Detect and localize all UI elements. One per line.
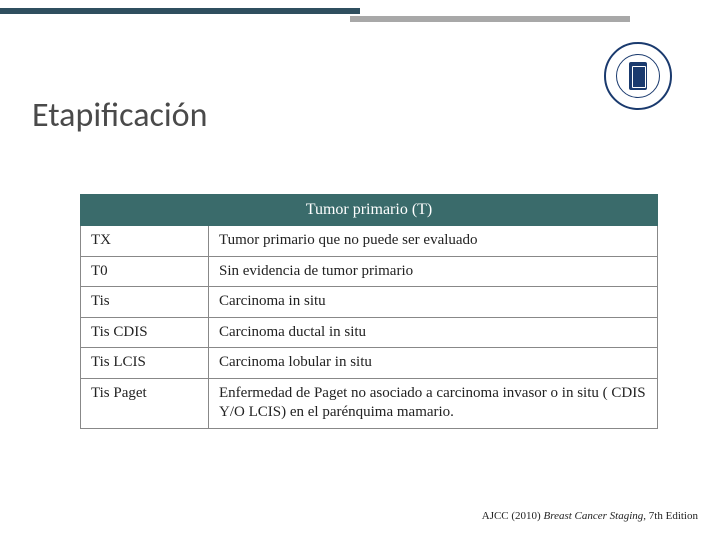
logo-inner-ring (616, 54, 660, 98)
stage-code: Tis Paget (81, 378, 209, 428)
institution-logo (604, 42, 672, 110)
stage-code: Tis CDIS (81, 317, 209, 348)
table-row: T0 Sin evidencia de tumor primario (81, 256, 658, 287)
logo-emblem-icon (629, 62, 647, 90)
table-row: Tis Paget Enfermedad de Paget no asociad… (81, 378, 658, 428)
staging-table-container: Tumor primario (T) TX Tumor primario que… (80, 194, 658, 429)
stage-code: TX (81, 226, 209, 257)
stage-desc: Carcinoma lobular in situ (209, 348, 658, 379)
stage-code: T0 (81, 256, 209, 287)
page-title: Etapificación (32, 95, 207, 136)
decoration-bar-left (0, 8, 360, 14)
top-decoration (0, 0, 720, 30)
stage-code: Tis LCIS (81, 348, 209, 379)
table-row: Tis Carcinoma in situ (81, 287, 658, 318)
table-header: Tumor primario (T) (81, 195, 658, 226)
table-body: TX Tumor primario que no puede ser evalu… (81, 226, 658, 429)
stage-desc: Carcinoma ductal in situ (209, 317, 658, 348)
citation-suffix: , 7th Edition (643, 510, 698, 522)
stage-desc: Sin evidencia de tumor primario (209, 256, 658, 287)
staging-table: Tumor primario (T) TX Tumor primario que… (80, 194, 658, 429)
table-row: TX Tumor primario que no puede ser evalu… (81, 226, 658, 257)
decoration-bar-right (350, 16, 630, 22)
table-row: Tis CDIS Carcinoma ductal in situ (81, 317, 658, 348)
stage-code: Tis (81, 287, 209, 318)
stage-desc: Enfermedad de Paget no asociado a carcin… (209, 378, 658, 428)
citation-prefix: AJCC (2010) (482, 510, 544, 522)
stage-desc: Tumor primario que no puede ser evaluado (209, 226, 658, 257)
stage-desc: Carcinoma in situ (209, 287, 658, 318)
citation-italic: Breast Cancer Staging (543, 510, 643, 522)
citation: AJCC (2010) Breast Cancer Staging, 7th E… (482, 510, 698, 522)
table-row: Tis LCIS Carcinoma lobular in situ (81, 348, 658, 379)
